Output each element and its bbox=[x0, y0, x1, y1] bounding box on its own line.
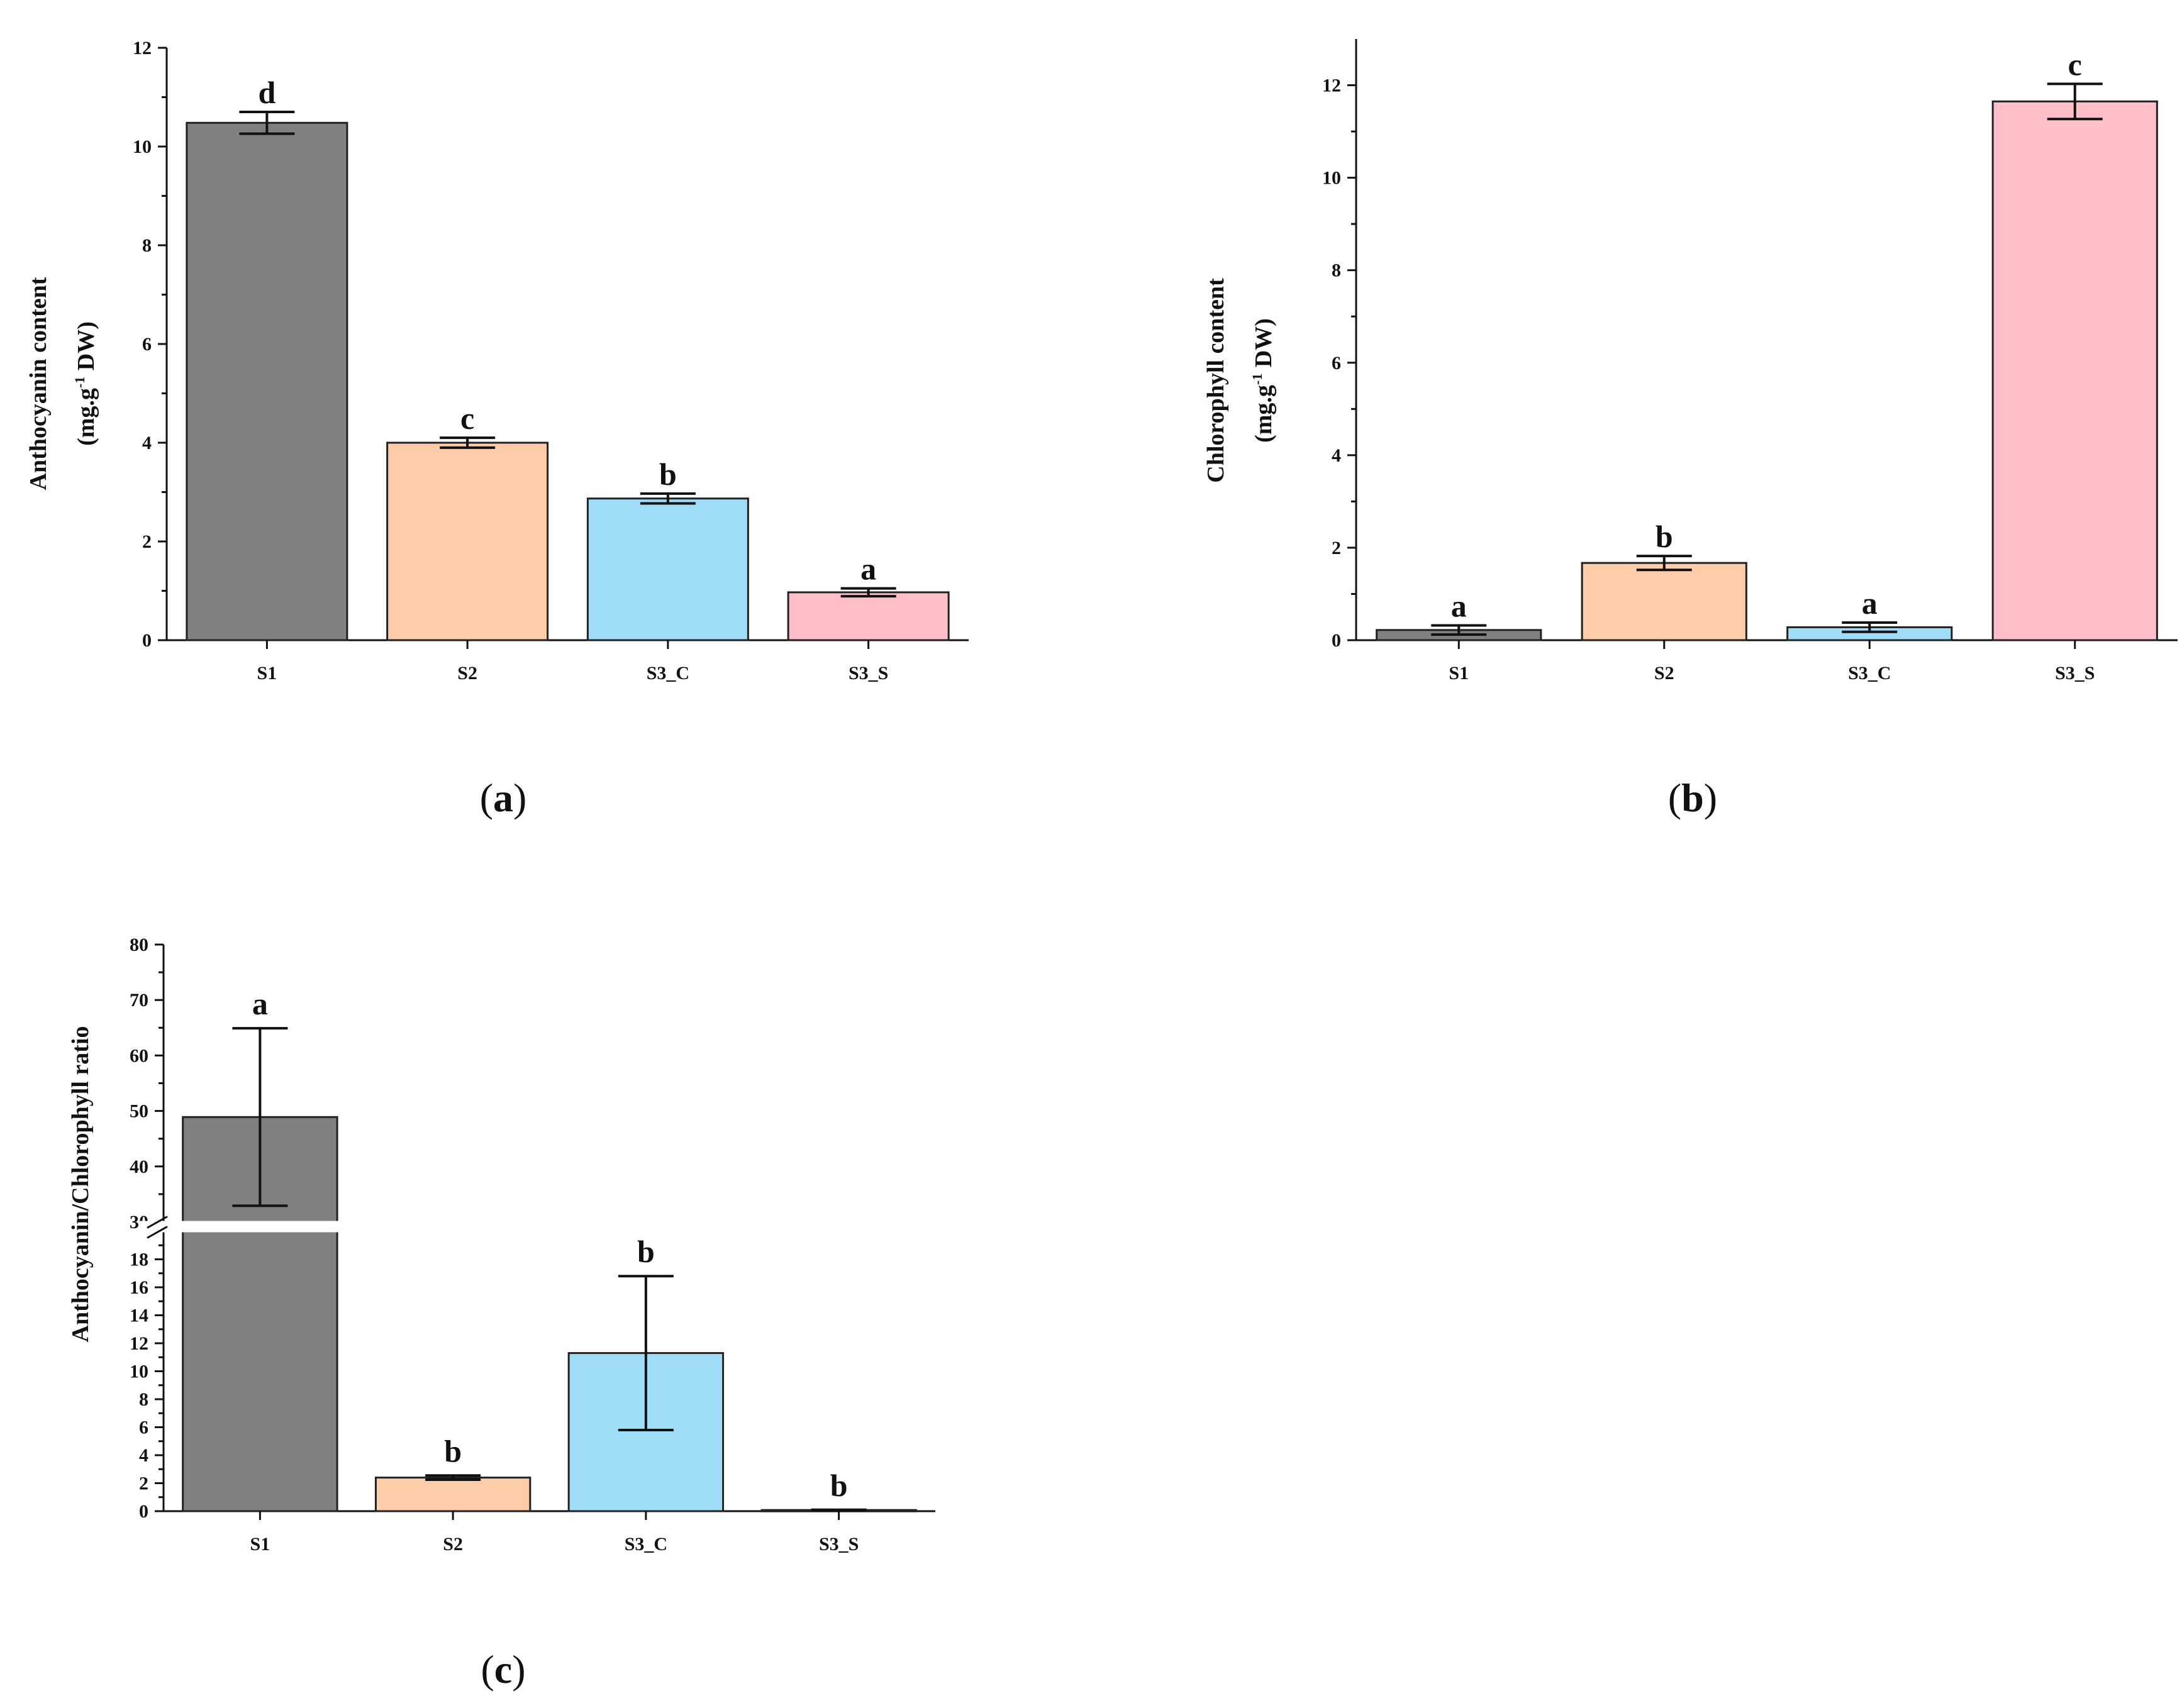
panel-caption-a: (a) bbox=[480, 775, 527, 820]
panel-caption-b: (b) bbox=[1668, 775, 1717, 820]
significance-letter-S3_C: b bbox=[637, 1234, 655, 1269]
y-tick-label: 4 bbox=[139, 1445, 148, 1466]
y-tick-label: 4 bbox=[142, 433, 152, 453]
x-tick-label-S3_S: S3_S bbox=[849, 663, 888, 684]
y-tick-label: 6 bbox=[139, 1417, 148, 1438]
x-tick-label-S3_S: S3_S bbox=[819, 1534, 859, 1555]
significance-letter-S3_S: a bbox=[860, 552, 876, 587]
bar-S3_S bbox=[787, 591, 950, 641]
x-tick-label-S1: S1 bbox=[257, 663, 277, 684]
x-tick-label-S2: S2 bbox=[443, 1534, 463, 1555]
axis-break-mark bbox=[147, 1216, 168, 1229]
y-axis-label-line1: Anthocyanin/Chlorophyll ratio bbox=[67, 1026, 94, 1343]
significance-letter-S1: a bbox=[1451, 588, 1467, 623]
y-tick-label: 70 bbox=[130, 990, 148, 1011]
y-axis-label: Chlorophyll content (mg.g-1 DW) bbox=[1203, 278, 1277, 483]
bar-S1 bbox=[186, 121, 348, 641]
y-tick-label: 12 bbox=[1322, 75, 1341, 96]
y-axis-label-line1: Chlorophyll content bbox=[1203, 278, 1229, 483]
y-tick-label: 0 bbox=[139, 1501, 148, 1522]
x-tick-label-S3_C: S3_C bbox=[625, 1534, 667, 1555]
y-tick-label: 2 bbox=[1332, 538, 1341, 558]
significance-letter-S3_S: b bbox=[830, 1468, 848, 1503]
y-tick-label: 8 bbox=[139, 1389, 148, 1410]
y-tick-label: 2 bbox=[139, 1473, 148, 1494]
x-tick-label-S3_C: S3_C bbox=[647, 663, 689, 684]
chart-panel-a: Anthocyanin content (mg.g-1 DW) 0 2 4 6 8 10 1… bbox=[25, 38, 969, 820]
y-tick-label: 14 bbox=[130, 1306, 148, 1326]
y-tick-label: 0 bbox=[1332, 630, 1341, 651]
x-tick-label-S3_C: S3_C bbox=[1848, 663, 1891, 684]
significance-letter-S1: d bbox=[258, 75, 276, 110]
y-axis-label: Anthocyanin content (mg.g-1 DW) bbox=[25, 277, 99, 490]
significance-letter-S1: a bbox=[252, 986, 268, 1021]
y-tick-label: 16 bbox=[130, 1277, 148, 1298]
panel-caption-c: (c) bbox=[481, 1647, 525, 1692]
y-tick-label: 6 bbox=[142, 334, 152, 355]
y-tick-label: 80 bbox=[130, 934, 148, 955]
bar-S3_C bbox=[586, 497, 749, 641]
y-tick-label: 12 bbox=[130, 1333, 148, 1354]
y-axis-label-line2: (mg.g-1 DW) bbox=[1249, 318, 1277, 443]
axis-break-gap bbox=[138, 1221, 935, 1233]
significance-letter-S3_S: c bbox=[2068, 47, 2082, 82]
bar-S3_S bbox=[1991, 100, 2158, 641]
significance-letter-S2: b bbox=[1656, 519, 1673, 554]
y-tick-label: 10 bbox=[133, 136, 152, 157]
x-tick-label-S3_S: S3_S bbox=[2055, 663, 2095, 684]
y-tick-label: 40 bbox=[130, 1156, 148, 1177]
y-tick-label: 10 bbox=[130, 1361, 148, 1382]
significance-letter-S3_C: b bbox=[659, 457, 677, 492]
y-tick-label: 18 bbox=[130, 1250, 148, 1270]
significance-letter-S3_C: a bbox=[1862, 585, 1878, 621]
chart-panel-b: Chlorophyll content (mg.g-1 DW) 0 2 4 6 8 10 1… bbox=[1203, 39, 2178, 820]
y-tick-label: 2 bbox=[142, 531, 152, 552]
x-tick-label-S2: S2 bbox=[457, 663, 477, 684]
bar-S2 bbox=[386, 441, 549, 641]
y-tick-label: 6 bbox=[1332, 353, 1341, 374]
axis-break-mark bbox=[147, 1226, 168, 1239]
y-tick-label: 50 bbox=[130, 1101, 148, 1122]
y-axis-label-line1: Anthocyanin content bbox=[25, 277, 52, 490]
x-tick-label-S1: S1 bbox=[1449, 663, 1469, 684]
significance-letter-S2: c bbox=[460, 401, 474, 436]
y-axis-label: Anthocyanin/Chlorophyll ratio bbox=[67, 1026, 94, 1343]
chart-panel-c: Anthocyanin/Chlorophyll ratio 0 2 4 6 8 10 12 1… bbox=[67, 934, 935, 1692]
x-tick-label-S1: S1 bbox=[250, 1534, 270, 1555]
bar-S2 bbox=[1581, 562, 1747, 641]
y-tick-label: 12 bbox=[133, 38, 152, 58]
x-tick-label-S2: S2 bbox=[1654, 663, 1674, 684]
y-tick-label: 4 bbox=[1332, 445, 1341, 466]
y-tick-label: 10 bbox=[1322, 168, 1341, 189]
y-tick-label: 8 bbox=[142, 235, 152, 256]
y-tick-label: 0 bbox=[142, 630, 152, 651]
y-tick-label: 60 bbox=[130, 1045, 148, 1066]
y-axis-label-line2: (mg.g-1 DW) bbox=[72, 321, 99, 446]
significance-letter-S2: b bbox=[444, 1433, 462, 1468]
y-tick-label: 8 bbox=[1332, 260, 1341, 281]
bar-S2 bbox=[374, 1477, 532, 1512]
